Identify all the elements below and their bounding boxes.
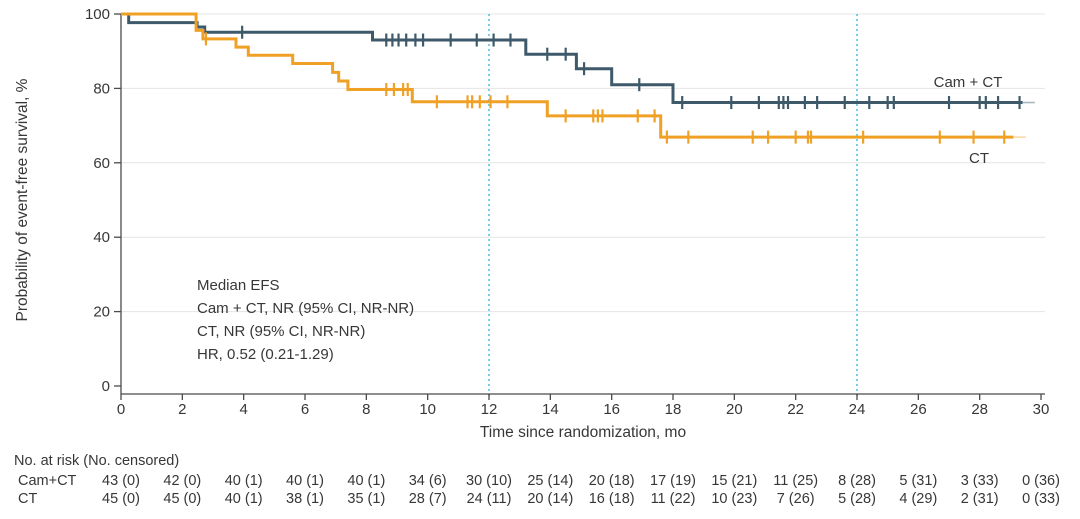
- risk-cell-Cam+CT-10mo: 34 (6): [409, 473, 447, 489]
- risk-cell-Cam+CT-16mo: 20 (18): [589, 473, 635, 489]
- risk-cell-Cam+CT-24mo: 8 (28): [838, 473, 876, 489]
- median-efs-annotation: Median EFS Cam + CT, NR (95% CI, NR-NR) …: [197, 277, 414, 363]
- x-tick-label-28: 28: [971, 401, 988, 418]
- x-tick-label-18: 18: [665, 401, 682, 418]
- y-tick-label-20: 20: [93, 304, 110, 321]
- risk-cell-CT-8mo: 35 (1): [347, 491, 385, 507]
- risk-cell-CT-20mo: 10 (23): [711, 491, 757, 507]
- risk-cell-Cam+CT-14mo: 25 (14): [527, 473, 573, 489]
- risk-cell-CT-30mo: 0 (33): [1022, 491, 1060, 507]
- series-ct: [121, 12, 1026, 144]
- y-tick-label-80: 80: [93, 80, 110, 97]
- risk-cell-Cam+CT-26mo: 5 (31): [899, 473, 937, 489]
- y-tick-label-60: 60: [93, 155, 110, 172]
- risk-cell-CT-2mo: 45 (0): [163, 491, 201, 507]
- risk-cell-CT-22mo: 7 (26): [777, 491, 815, 507]
- risk-cell-Cam+CT-8mo: 40 (1): [347, 473, 385, 489]
- risk-cell-CT-16mo: 16 (18): [589, 491, 635, 507]
- risk-row-label-ct: CT: [18, 491, 37, 507]
- x-tick-label-14: 14: [542, 401, 559, 418]
- x-tick-label-22: 22: [787, 401, 804, 418]
- annotation-line-2: Cam + CT, NR (95% CI, NR-NR): [197, 300, 414, 317]
- risk-row-label-cam-ct: Cam+CT: [18, 473, 77, 489]
- x-tick-label-26: 26: [910, 401, 927, 418]
- risk-cell-CT-12mo: 24 (11): [467, 491, 512, 507]
- series-cam-ct: [121, 12, 1035, 110]
- risk-cell-Cam+CT-30mo: 0 (36): [1022, 473, 1060, 489]
- series-label-ct: CT: [969, 150, 989, 167]
- risk-cell-CT-24mo: 5 (28): [838, 491, 876, 507]
- risk-cell-CT-28mo: 2 (31): [961, 491, 999, 507]
- x-tick-label-0: 0: [117, 401, 125, 418]
- x-tick-label-24: 24: [849, 401, 866, 418]
- risk-cell-Cam+CT-2mo: 42 (0): [163, 473, 201, 489]
- series-label-cam-ct: Cam + CT: [934, 74, 1003, 91]
- risk-table-header: No. at risk (No. censored): [14, 453, 179, 469]
- y-tick-label-100: 100: [85, 6, 110, 23]
- x-tick-label-6: 6: [301, 401, 309, 418]
- risk-cell-Cam+CT-18mo: 17 (19): [650, 473, 696, 489]
- x-tick-label-2: 2: [178, 401, 186, 418]
- risk-cell-CT-14mo: 20 (14): [527, 491, 573, 507]
- risk-cell-Cam+CT-4mo: 40 (1): [225, 473, 263, 489]
- risk-cell-CT-18mo: 11 (22): [651, 491, 696, 507]
- km-curve-ct: [121, 12, 1014, 139]
- series-layer: [121, 12, 1035, 144]
- reference-lines-layer: [488, 14, 858, 396]
- annotation-line-1: Median EFS: [197, 277, 280, 294]
- x-tick-label-8: 8: [362, 401, 370, 418]
- x-axis-title: Time since randomization, mo: [480, 424, 686, 441]
- risk-cell-Cam+CT-6mo: 40 (1): [286, 473, 324, 489]
- risk-cell-CT-4mo: 40 (1): [225, 491, 263, 507]
- annotation-line-3: CT, NR (95% CI, NR-NR): [197, 323, 365, 340]
- y-tick-label-40: 40: [93, 229, 110, 246]
- risk-cell-CT-10mo: 28 (7): [409, 491, 447, 507]
- risk-cell-Cam+CT-22mo: 11 (25): [773, 473, 818, 489]
- risk-cell-Cam+CT-20mo: 15 (21): [711, 473, 757, 489]
- km-curve-cam-ct: [121, 12, 1023, 104]
- risk-cell-Cam+CT-28mo: 3 (33): [961, 473, 999, 489]
- x-tick-label-20: 20: [726, 401, 743, 418]
- risk-cell-CT-26mo: 4 (29): [899, 491, 937, 507]
- risk-cell-Cam+CT-0mo: 43 (0): [102, 473, 140, 489]
- x-tick-label-30: 30: [1033, 401, 1050, 418]
- x-tick-label-4: 4: [239, 401, 247, 418]
- annotation-line-4: HR, 0.52 (0.21-1.29): [197, 346, 334, 363]
- risk-table-values-layer: 43 (0) 45 (0) 42 (0) 45 (0) 40 (1) 40 (1) 40 (…: [102, 473, 1060, 507]
- risk-cell-CT-0mo: 45 (0): [102, 491, 140, 507]
- risk-cell-CT-6mo: 38 (1): [286, 491, 324, 507]
- x-tick-label-10: 10: [419, 401, 436, 418]
- x-tick-label-16: 16: [603, 401, 620, 418]
- y-tick-label-0: 0: [102, 378, 110, 395]
- y-axis-title: Probability of event-free survival, %: [14, 78, 31, 321]
- x-tick-label-12: 12: [481, 401, 498, 418]
- gridlines-layer: [121, 13, 1045, 313]
- risk-cell-Cam+CT-12mo: 30 (10): [466, 473, 512, 489]
